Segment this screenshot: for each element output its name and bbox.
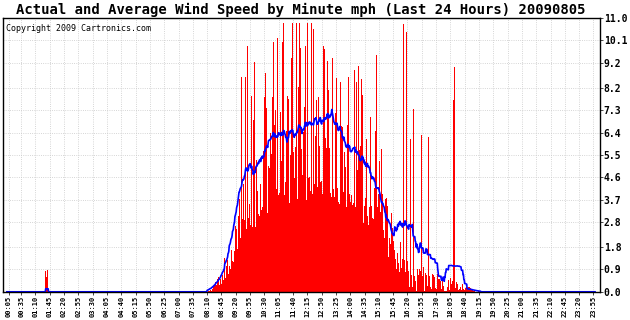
Title: Actual and Average Wind Speed by Minute mph (Last 24 Hours) 20090805: Actual and Average Wind Speed by Minute …: [16, 3, 586, 17]
Text: Copyright 2009 Cartronics.com: Copyright 2009 Cartronics.com: [6, 24, 151, 33]
